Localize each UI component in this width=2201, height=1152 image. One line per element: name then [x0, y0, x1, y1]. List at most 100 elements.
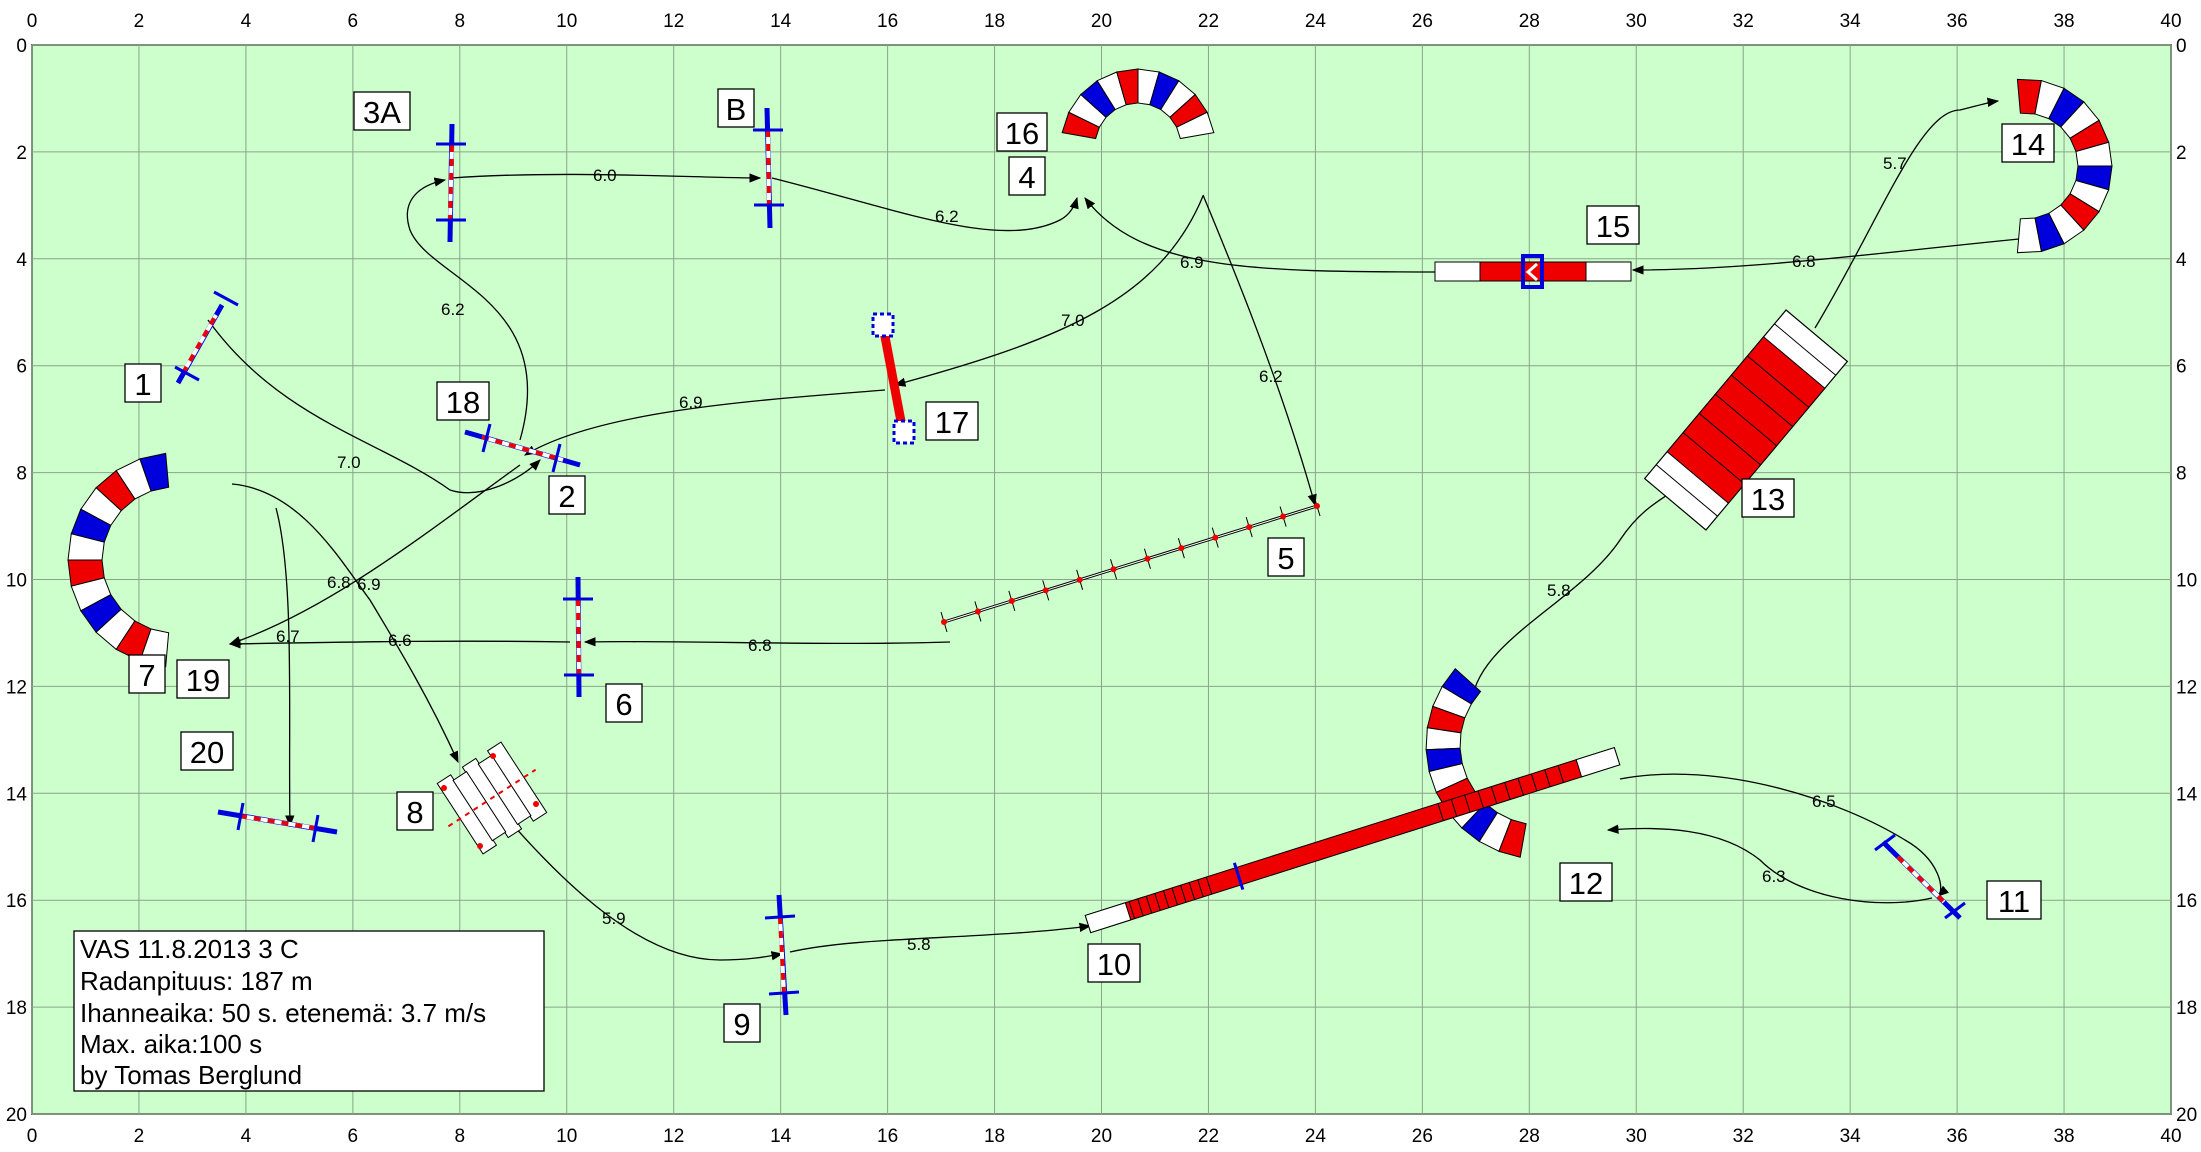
x-tick-top: 24: [1305, 11, 1327, 32]
number-b: B: [717, 88, 755, 128]
dogwalk-slat: [1137, 898, 1144, 917]
weave-base: [1246, 524, 1253, 531]
path-4-5: [1202, 194, 1317, 507]
y-tick-right: 6: [2176, 357, 2187, 378]
dogwalk-slat: [1544, 769, 1551, 787]
path-1-2: [207, 319, 541, 494]
svg-text:13: 13: [1751, 482, 1785, 517]
jump-1: [174, 290, 239, 385]
weave-base: [1008, 597, 1015, 604]
dogwalk-slat: [1205, 876, 1213, 895]
dogwalk-slat: [1154, 893, 1161, 911]
jump-11: [1874, 833, 1966, 920]
weave-base: [1110, 566, 1117, 573]
distance-label: 6.9: [357, 575, 381, 594]
weave-base: [974, 608, 981, 615]
svg-text:4: 4: [1018, 160, 1035, 195]
path-18-19: [228, 464, 521, 646]
x-tick-bottom: 4: [241, 1126, 252, 1147]
x-tick-bottom: 12: [663, 1126, 684, 1147]
y-tick-right: 2: [2176, 143, 2187, 164]
tunnel-14: [2016, 78, 2113, 254]
dogwalk-slat: [1464, 794, 1471, 813]
x-tick-bottom: 2: [134, 1126, 145, 1147]
path-2-3a: [406, 177, 528, 441]
y-tick-left: 2: [16, 143, 27, 164]
tunnels: [67, 68, 2113, 858]
tunnel-7-19: [67, 452, 170, 668]
dogwalk-slat: [1188, 882, 1196, 900]
aframe-13: [1643, 309, 1849, 531]
distance-label: 6.0: [593, 166, 617, 185]
svg-text:11: 11: [1998, 884, 2030, 919]
dogwalk-slat: [1530, 773, 1538, 792]
distance-label: 6.5: [1812, 792, 1836, 811]
path-b-4: [771, 177, 1079, 232]
path-7-20: [275, 507, 295, 828]
path-10-11: [1619, 773, 1950, 897]
x-tick-top: 2: [134, 11, 145, 32]
dogwalk-slat: [1504, 782, 1511, 800]
info-line-max: Max. aika:100 s: [80, 1029, 262, 1059]
tunnel-segment: [1176, 111, 1215, 140]
number-4: 4: [1008, 156, 1046, 196]
distance-label: 5.9: [602, 909, 626, 928]
y-tick-right: 10: [2176, 571, 2197, 592]
svg-text:14: 14: [2011, 127, 2045, 162]
x-tick-bottom: 20: [1091, 1126, 1112, 1147]
x-tick-top: 12: [663, 11, 684, 32]
number-16: 16: [996, 112, 1048, 152]
y-tick-left: 14: [6, 784, 28, 805]
x-tick-bottom: 24: [1305, 1126, 1327, 1147]
number-1: 1: [124, 363, 162, 403]
y-tick-left: 8: [16, 464, 27, 485]
y-tick-right: 18: [2176, 998, 2197, 1019]
y-tick-left: 20: [6, 1105, 27, 1126]
y-tick-right: 4: [2176, 250, 2187, 271]
y-tick-left: 4: [16, 250, 27, 271]
distance-label: 5.7: [1883, 154, 1907, 173]
weave-poles-5: [940, 495, 1321, 633]
dogwalk-slat: [1128, 901, 1136, 919]
number-20: 20: [180, 731, 234, 771]
obstacle-17: [871, 312, 916, 445]
x-tick-top: 18: [984, 11, 1005, 32]
jump-6: [563, 576, 594, 698]
distance-label: 6.2: [1259, 367, 1283, 386]
x-tick-bottom: 36: [1947, 1126, 1968, 1147]
svg-text:10: 10: [1097, 947, 1131, 982]
distance-label: 5.8: [1547, 581, 1571, 600]
weave-base: [1212, 534, 1219, 541]
path-7-8: [231, 483, 459, 764]
y-tick-right: 16: [2176, 891, 2197, 912]
path-16-17: [893, 195, 1204, 387]
x-tick-top: 38: [2053, 11, 2074, 32]
svg-text:7: 7: [138, 658, 155, 693]
x-tick-bottom: 16: [877, 1126, 898, 1147]
y-tick-left: 6: [16, 357, 27, 378]
dogwalk-slat: [1517, 777, 1524, 796]
jump-3a: [436, 123, 466, 243]
tunnel-4-16: [1061, 68, 1215, 140]
number-2: 2: [548, 475, 586, 515]
svg-text:15: 15: [1596, 209, 1630, 244]
tunnel-segment: [1498, 819, 1527, 858]
svg-text:19: 19: [186, 663, 220, 698]
path-15-16: [1084, 197, 1441, 273]
jump-20: [217, 802, 338, 843]
distance-label: 6.8: [748, 636, 772, 655]
number-8: 8: [396, 791, 434, 831]
dogwalk-slat: [1450, 799, 1458, 817]
number-10: 10: [1087, 943, 1141, 983]
x-tick-bottom: 8: [455, 1126, 466, 1147]
obstacle-numbers: 1 2 3A B 16 4 5 6 7 19 20 8 9 10 11 12 1…: [124, 88, 2055, 1043]
info-line-length: Radanpituus: 187 m: [80, 966, 313, 996]
path-6-7: [228, 639, 571, 649]
x-tick-top: 0: [27, 11, 38, 32]
x-tick-top: 14: [770, 11, 792, 32]
distance-label: 6.3: [1762, 867, 1786, 886]
y-tick-right: 8: [2176, 464, 2187, 485]
distance-label: 6.8: [1792, 252, 1816, 271]
number-11: 11: [1986, 880, 2042, 920]
